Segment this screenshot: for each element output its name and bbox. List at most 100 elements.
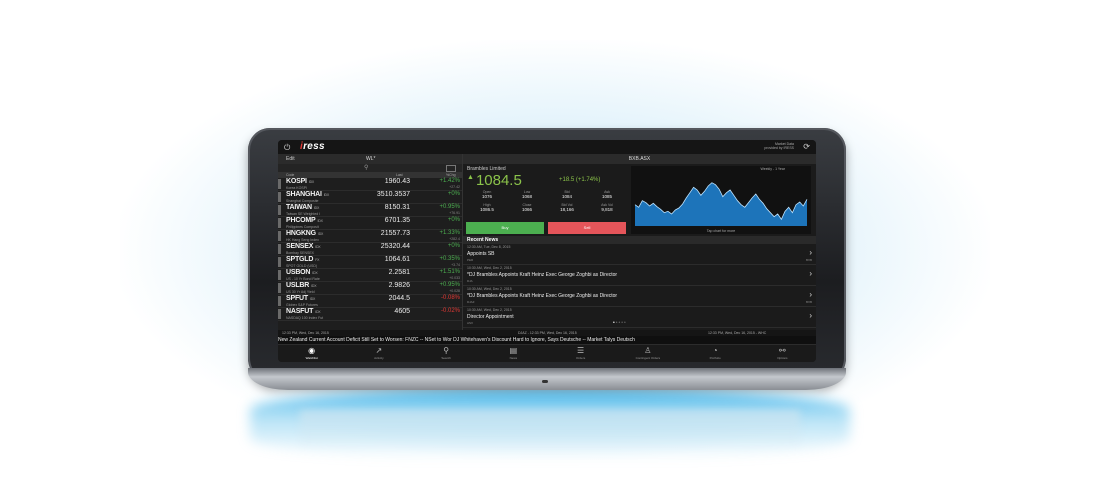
quote-field: Bid Vol 18,166 bbox=[547, 203, 587, 212]
quote-field-label: Open bbox=[482, 190, 492, 194]
quote-field-label: Low bbox=[523, 190, 531, 194]
nav-item-news[interactable]: ▤ News bbox=[483, 346, 543, 360]
nav-item-portfolio[interactable]: ◔ Portfolio bbox=[685, 346, 745, 360]
percent-change: -0.08% bbox=[440, 295, 460, 301]
quote-field-value: 1086.5 bbox=[480, 207, 494, 212]
watchlist-name[interactable]: WL* bbox=[366, 156, 376, 162]
watchlist-row[interactable]: SPTGLD FX SPOT GOLD (USD) 1064.61 +0.35% +3.7… bbox=[278, 256, 462, 269]
nav-label: News bbox=[509, 356, 518, 360]
security-code: HNGKNG IDX bbox=[286, 230, 324, 237]
percent-change: +0% bbox=[447, 217, 460, 223]
watchlist-row[interactable]: TAIWAN IDX Taiwan SE Weighted I 8150.31 +0.9… bbox=[278, 204, 462, 217]
tablet-port bbox=[542, 380, 548, 383]
buy-button[interactable]: Buy bbox=[466, 222, 544, 234]
watchlist-row[interactable]: SHANGHAI IDX Shanghai Composite 3510.3537 +0… bbox=[278, 191, 462, 204]
quote-field: Ask 1085 bbox=[587, 190, 627, 199]
last-price: 4605 bbox=[394, 308, 410, 315]
layout-toggle-icon[interactable] bbox=[446, 165, 456, 172]
watchlist-row[interactable]: PHCOMP IDX Philippines Composit 6701.35 +0% bbox=[278, 217, 462, 230]
col-code[interactable]: Code bbox=[286, 173, 295, 177]
security-name: Philippines Composit bbox=[286, 224, 319, 229]
col-chg[interactable]: %Chg bbox=[446, 173, 456, 177]
news-item[interactable]: 10:30 AM, Wed, Dec 2, 2015 Director Appoi… bbox=[463, 307, 816, 328]
nav-item-activity[interactable]: ↗ Activity bbox=[349, 346, 409, 360]
quote-field-value: 1066 bbox=[521, 207, 532, 212]
quote-field: Ask Vol 9,818 bbox=[587, 203, 627, 212]
nav-label: Portfolio bbox=[709, 356, 721, 360]
security-code: PHCOMP IDX bbox=[286, 217, 323, 224]
sell-button[interactable]: Sell bbox=[548, 222, 626, 234]
watchlist-header: Edit WL* bbox=[278, 154, 462, 164]
watchlist-row[interactable]: NASFUT IDX NASDAQ 100 Index Fut 4605 -0.02% bbox=[278, 308, 462, 321]
quote-field: Low 1068 bbox=[507, 190, 547, 199]
quote-field-label: High bbox=[483, 203, 491, 207]
percent-change: +1.42% bbox=[439, 178, 460, 184]
col-last[interactable]: Last bbox=[396, 173, 403, 177]
exchange-code: FX bbox=[315, 258, 320, 262]
percent-change: +1.51% bbox=[439, 269, 460, 275]
watchlist-search[interactable]: ⚲ bbox=[278, 164, 462, 172]
ticker-timestamps: 12:33 PM, Wed, Dec 16, 2015 DJAZ - 12:33… bbox=[278, 330, 816, 336]
watchlist-row[interactable]: USLBR IDX US 30 Yr Adj Yield 2.9826 +0.95% +0… bbox=[278, 282, 462, 295]
chart-tap-hint: Tap chart for more bbox=[706, 229, 736, 233]
nav-item-contingent-orders[interactable]: ♙ Contingent Orders bbox=[618, 346, 678, 360]
edit-button[interactable]: Edit bbox=[286, 156, 295, 162]
news-headline: *DJ Brambles Appoints Kraft Heinz Exec G… bbox=[467, 293, 618, 299]
last-price: 1064.61 bbox=[384, 256, 410, 263]
eye-icon: ◉ bbox=[308, 346, 316, 355]
nav-label: Options bbox=[777, 356, 788, 360]
news-title: Recent News bbox=[463, 236, 816, 244]
security-code: USBON IDX bbox=[286, 269, 318, 276]
security-name: US - 10 Yr Bond Rate bbox=[286, 276, 320, 281]
quote-field: Close 1066 bbox=[507, 203, 547, 212]
watchlist-row[interactable]: KOSPI IDX Korea KOSPI 1960.43 +1.42% +27.42 bbox=[278, 178, 462, 191]
price-change: +0.033 bbox=[449, 276, 460, 280]
contingent-icon: ♙ bbox=[644, 346, 652, 355]
security-code: SPFUT IDX bbox=[286, 295, 316, 302]
row-indicator bbox=[278, 179, 281, 189]
nav-item-watchlist[interactable]: ◉ Watchlist bbox=[282, 346, 342, 360]
bottom-nav: ◉ Watchlist ↗ Activity ⚲ Search ▤ News ☰ Orders ♙ C… bbox=[278, 344, 816, 362]
nav-item-search[interactable]: ⚲ Search bbox=[416, 346, 476, 360]
last-price: 1960.43 bbox=[384, 178, 410, 185]
news-item[interactable]: 10:30 AM, Wed, Dec 2, 2015 *DJ Brambles A… bbox=[463, 286, 816, 307]
quote-field-value: 1084 bbox=[561, 194, 572, 199]
nav-item-options[interactable]: ⚯ Options bbox=[752, 346, 812, 360]
percent-change: +0.95% bbox=[439, 204, 460, 210]
news-item[interactable]: 10:30 AM, Wed, Dec 2, 2015 *DJ Brambles A… bbox=[463, 265, 816, 286]
refresh-icon[interactable]: ⟳ bbox=[803, 142, 810, 151]
news-item[interactable]: 12:30 AM, Tue, Dec 8, 2015 Appoints SB PER… bbox=[463, 244, 816, 265]
quote-field-label: Bid bbox=[564, 190, 570, 194]
search-icon: ⚲ bbox=[364, 165, 369, 171]
nav-label: Contingent Orders bbox=[635, 356, 661, 360]
row-indicator bbox=[278, 257, 281, 267]
chart-area bbox=[635, 182, 807, 226]
row-indicator bbox=[278, 231, 281, 241]
news-icon: ▤ bbox=[509, 346, 518, 355]
exchange-code: IDX bbox=[312, 271, 318, 275]
nav-item-orders[interactable]: ☰ Orders bbox=[551, 346, 611, 360]
news-source: DJAZ bbox=[467, 300, 475, 304]
watchlist-rows: KOSPI IDX Korea KOSPI 1960.43 +1.42% +27.42 SH… bbox=[278, 178, 462, 321]
power-icon[interactable]: ⏻ bbox=[284, 143, 291, 152]
last-price: 25320.44 bbox=[380, 243, 410, 250]
percent-change: +0.95% bbox=[439, 282, 460, 288]
security-name: Shanghai Composite bbox=[286, 198, 319, 203]
watchlist-row[interactable]: SPFUT IDX Globex S&P Futures 2044.5 -0.08% bbox=[278, 295, 462, 308]
activity-icon: ↗ bbox=[375, 346, 383, 355]
watchlist-row[interactable]: USBON IDX US - 10 Yr Bond Rate 2.2581 +1.51%… bbox=[278, 269, 462, 282]
security-code: SPTGLD FX bbox=[286, 256, 320, 263]
security-name: Bombay SENSEX bbox=[286, 250, 315, 255]
security-code: TAIWAN IDX bbox=[286, 204, 320, 211]
news-ticker[interactable]: New Zealand Current Account Deficit Stil… bbox=[278, 336, 816, 344]
watchlist-row[interactable]: HNGKNG IDX HK Hang Seng Index 21557.73 +1.33… bbox=[278, 230, 462, 243]
quote-pane: BXB.ASX Brambles Limited ▲ 1084.5 +18.5 (… bbox=[463, 154, 816, 330]
price-chart[interactable]: Weekly - 1 Year Tap chart for more bbox=[631, 166, 811, 234]
orders-icon: ☰ bbox=[577, 346, 585, 355]
row-indicator bbox=[278, 270, 281, 280]
watchlist-row[interactable]: SENSEX IDX Bombay SENSEX 25320.44 +0% bbox=[278, 243, 462, 256]
news-source: PER bbox=[467, 258, 474, 262]
quote-field: High 1086.5 bbox=[467, 203, 507, 212]
news-source: DJA bbox=[467, 279, 473, 283]
page-dots: ••••• bbox=[613, 320, 627, 326]
